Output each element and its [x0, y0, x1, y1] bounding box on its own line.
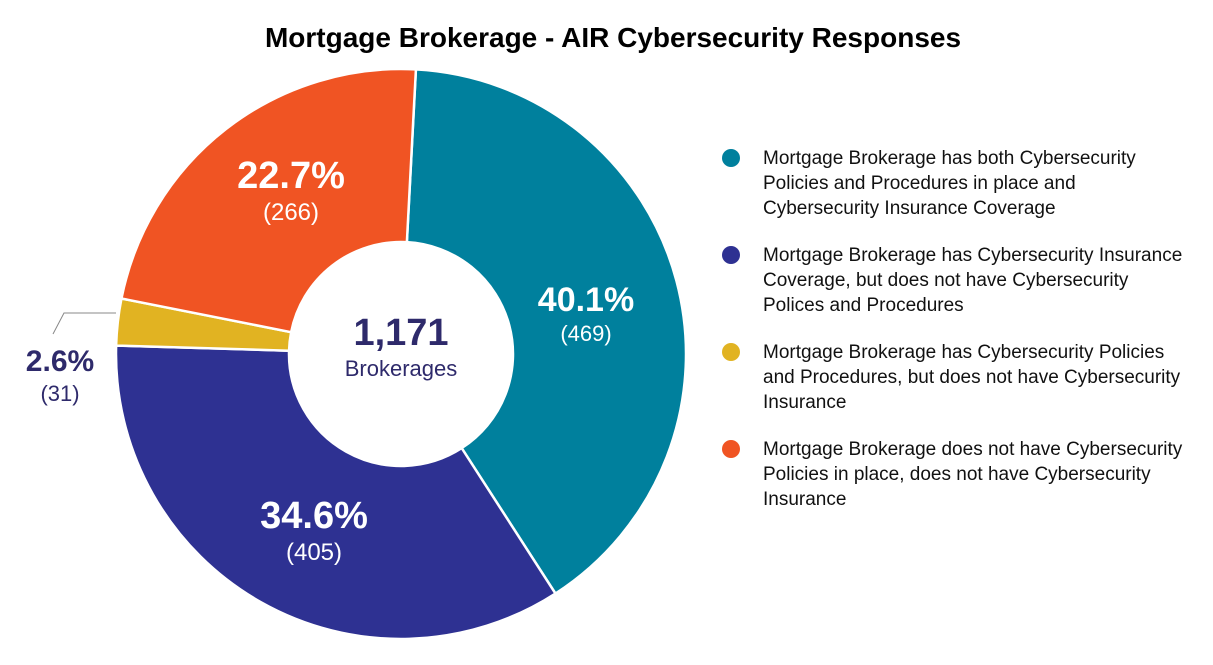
donut-chart: 40.1%(469) 34.6%(405) 2.6% (31) 22.7%(266) 1…: [26, 67, 688, 641]
legend-item: Mortgage Brokerage does not have Cyberse…: [722, 437, 1202, 512]
donut-hole: [289, 242, 513, 466]
slice-percent-label: 34.6%: [260, 495, 368, 537]
slice-count-label: (405): [286, 539, 342, 566]
slice-percent-label: 40.1%: [538, 281, 634, 319]
legend-item: Mortgage Brokerage has Cybersecurity Ins…: [722, 243, 1202, 318]
chart-title: Mortgage Brokerage - AIR Cybersecurity R…: [264, 22, 962, 53]
legend: Mortgage Brokerage has both Cybersecurit…: [722, 146, 1202, 534]
donut-slices: [114, 67, 688, 641]
slice-percent-label: 22.7%: [237, 155, 345, 197]
legend-label: Mortgage Brokerage does not have Cyberse…: [763, 439, 1183, 510]
slice-count-label: (31): [40, 381, 79, 406]
legend-label: Mortgage Brokerage has Cybersecurity Pol…: [763, 342, 1181, 413]
slice-count-label: (266): [263, 199, 319, 226]
donut-slice: [119, 67, 418, 334]
center-label: Brokerages: [345, 356, 458, 381]
slice-percent-label: 2.6%: [26, 345, 94, 378]
legend-item: Mortgage Brokerage has Cybersecurity Pol…: [722, 340, 1202, 415]
legend-dot-icon: [722, 149, 740, 167]
center-value: 1,171: [353, 312, 448, 354]
legend-label: Mortgage Brokerage has Cybersecurity Ins…: [763, 245, 1183, 316]
legend-label: Mortgage Brokerage has both Cybersecurit…: [763, 148, 1136, 219]
legend-dot-icon: [722, 246, 740, 264]
legend-item: Mortgage Brokerage has both Cybersecurit…: [722, 146, 1202, 221]
slice-count-label: (469): [560, 321, 611, 346]
legend-dot-icon: [722, 343, 740, 361]
legend-dot-icon: [722, 440, 740, 458]
leader-line: [52, 312, 116, 335]
slice-labels: 40.1%(469) 34.6%(405) 2.6% (31) 22.7%(266): [26, 155, 634, 566]
